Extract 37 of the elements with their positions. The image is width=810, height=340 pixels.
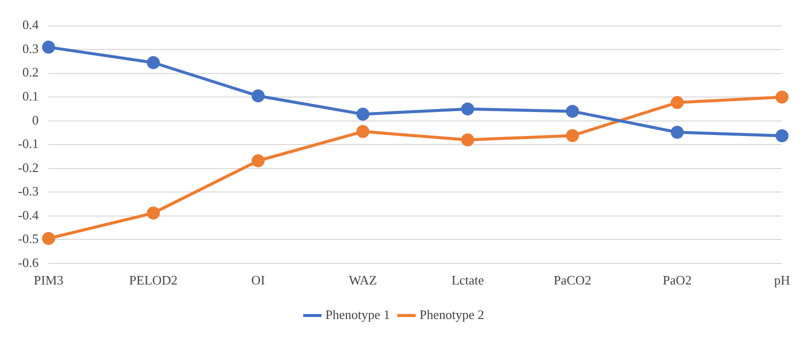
- x-tick-label: PELOD2: [129, 272, 178, 288]
- y-tick-label: -0.6: [18, 254, 40, 270]
- x-tick-label: Lctate: [451, 272, 484, 288]
- point: [146, 56, 160, 70]
- x-tick-label: OI: [251, 272, 265, 288]
- x-tick-label: PaO2: [662, 272, 692, 288]
- y-tick-label: -0.2: [18, 160, 39, 175]
- point: [776, 90, 788, 104]
- x-tick-label: PIM3: [34, 272, 64, 288]
- y-tick-label: 0.3: [22, 40, 39, 56]
- point: [670, 96, 684, 110]
- legend-label: Phenotype 1: [325, 306, 390, 322]
- y-tick-label: 0.2: [22, 64, 39, 80]
- point: [252, 89, 265, 102]
- x-tick-label: PaCO2: [554, 272, 592, 288]
- point: [146, 206, 160, 220]
- y-tick-label: -0.4: [18, 207, 40, 222]
- y-tick-label: -0.1: [18, 136, 39, 152]
- x-tick-label: pH: [774, 272, 790, 288]
- point: [670, 126, 684, 139]
- point: [356, 125, 370, 138]
- point: [566, 129, 579, 142]
- x-tick-label: WAZ: [348, 272, 378, 288]
- point: [776, 129, 788, 142]
- legend-label: Phenotype 2: [420, 306, 484, 322]
- point: [42, 232, 56, 245]
- point: [566, 104, 579, 118]
- y-tick-label: -0.3: [18, 184, 39, 199]
- y-tick-label: 0.4: [22, 17, 40, 32]
- point: [356, 108, 370, 121]
- point: [461, 133, 474, 146]
- point: [461, 102, 474, 116]
- point: [252, 154, 265, 168]
- y-tick-label: 0.1: [22, 88, 39, 104]
- y-tick-label: 0: [32, 112, 39, 128]
- y-tick-label: -0.5: [18, 231, 39, 246]
- point: [42, 40, 56, 54]
